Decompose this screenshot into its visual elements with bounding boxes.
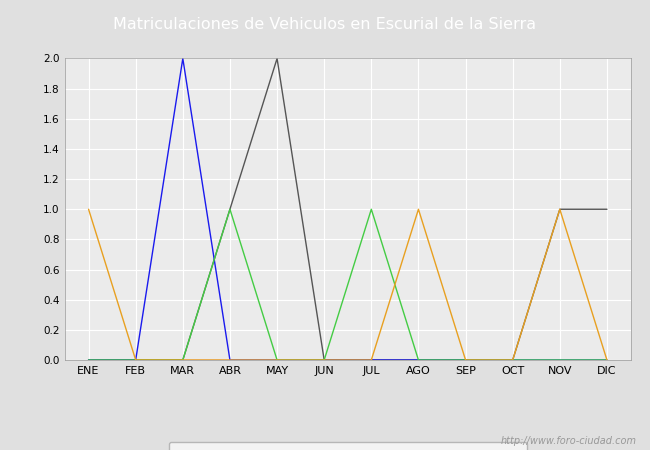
Text: Matriculaciones de Vehiculos en Escurial de la Sierra: Matriculaciones de Vehiculos en Escurial…: [114, 17, 536, 32]
Text: http://www.foro-ciudad.com: http://www.foro-ciudad.com: [501, 436, 637, 446]
Legend: 2024, 2023, 2022, 2021, 2020: 2024, 2023, 2022, 2021, 2020: [169, 441, 526, 450]
